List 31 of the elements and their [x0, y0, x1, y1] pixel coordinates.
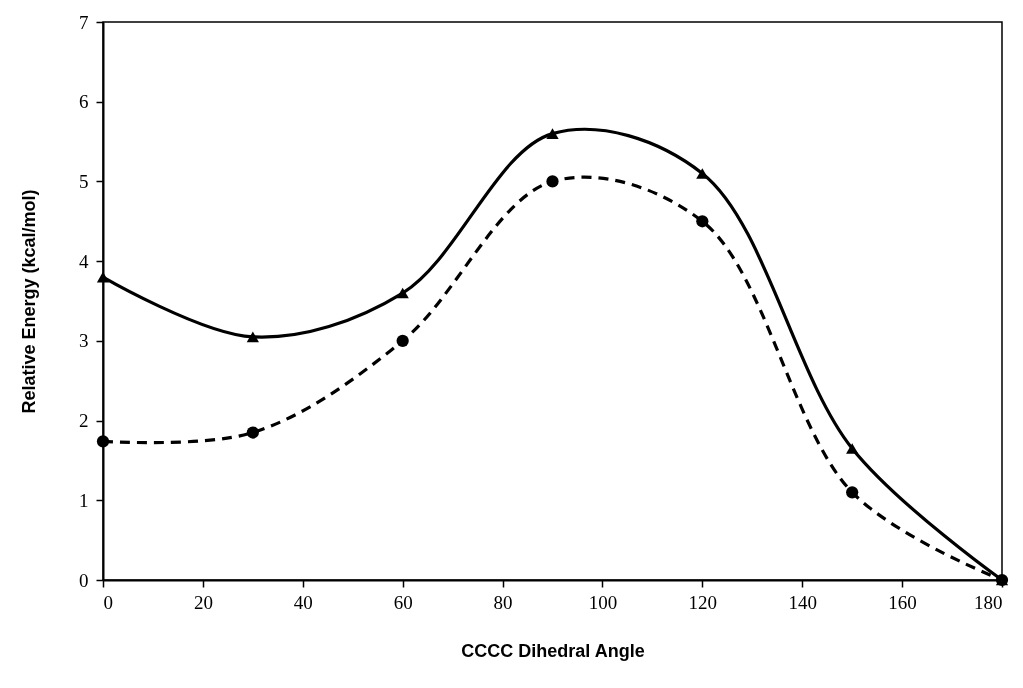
point	[246, 331, 259, 343]
point	[696, 215, 709, 228]
point	[546, 128, 559, 139]
x-tick-label: 80	[493, 591, 513, 613]
x-tick-label: 0	[103, 591, 113, 613]
x-tick-label: 160	[888, 591, 917, 613]
y-tick-label: 7	[79, 11, 89, 33]
y-tick-label: 6	[79, 91, 89, 113]
x-tick-label: 180	[974, 591, 1003, 613]
point	[96, 435, 110, 448]
point	[396, 334, 409, 347]
point	[96, 271, 110, 283]
y-tick-label: 2	[79, 410, 89, 432]
y-tick-label: 3	[79, 330, 89, 352]
x-tick-label: 140	[788, 591, 817, 613]
point	[246, 426, 259, 439]
y-tick-label: 0	[79, 569, 89, 591]
point	[846, 486, 859, 499]
x-tick-label: 60	[393, 591, 413, 613]
x-tick-label: 20	[193, 591, 213, 613]
point	[846, 443, 859, 454]
x-axis-title: CCCC Dihedral Angle	[461, 640, 645, 661]
y-axis-title: Relative Energy (kcal/mol)	[19, 189, 39, 414]
y-tick-label: 1	[79, 489, 89, 511]
x-tick-label: 40	[293, 591, 313, 613]
y-tick-label: 5	[79, 170, 89, 192]
point	[396, 287, 409, 299]
point	[546, 175, 559, 188]
y-tick-label: 4	[79, 250, 89, 272]
x-tick-label: 100	[588, 591, 618, 613]
x-tick-label: 120	[688, 591, 718, 613]
